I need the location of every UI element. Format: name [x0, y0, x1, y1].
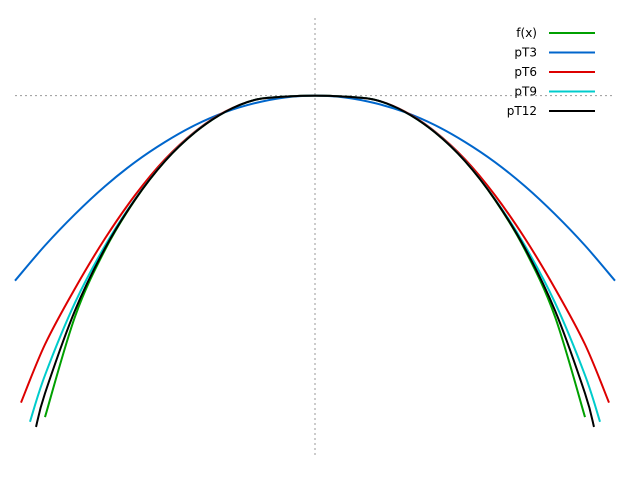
- legend-label-pt3: pT3: [514, 46, 537, 60]
- legend-label-fx: f(x): [516, 26, 537, 40]
- legend-label-pt9: pT9: [514, 85, 537, 99]
- series-line-pt12: [35, 94, 595, 428]
- legend-label-pt12: pT12: [507, 104, 537, 118]
- legend-label-pt6: pT6: [514, 65, 537, 79]
- legend: f(x) pT3 pT6 pT9 pT12: [507, 26, 595, 118]
- series-layer: [14, 94, 616, 428]
